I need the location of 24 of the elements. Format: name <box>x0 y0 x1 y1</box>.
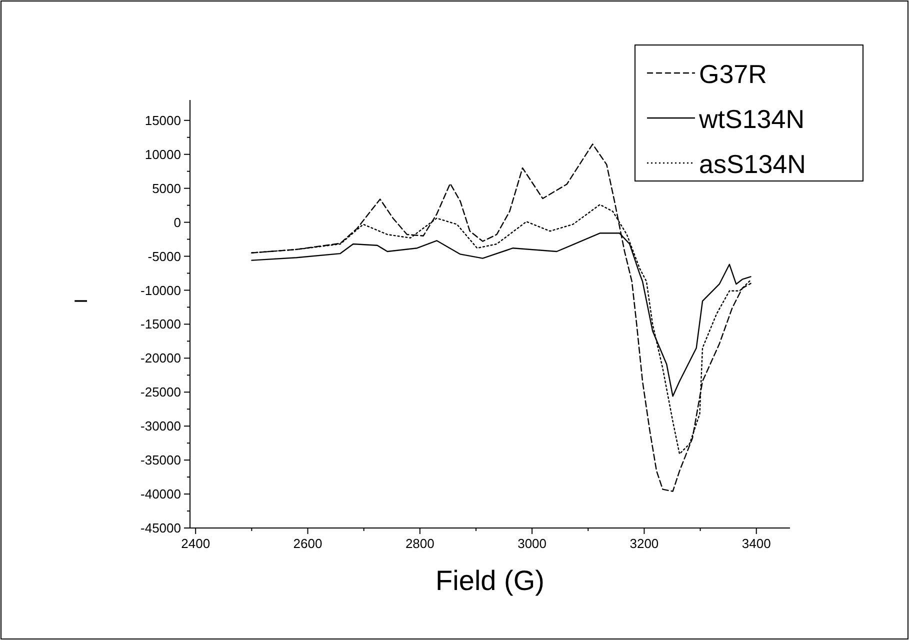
y-tick-label: -45000 <box>140 520 181 536</box>
y-tick-label: -35000 <box>140 452 181 468</box>
y-tick-label: -20000 <box>140 350 181 366</box>
legend-label: G37R <box>699 59 767 89</box>
x-tick-label: 3400 <box>742 536 771 551</box>
y-tick-label: -30000 <box>140 418 181 434</box>
y-tick-label: 10000 <box>144 146 181 162</box>
y-tick-label: -15000 <box>140 316 181 332</box>
y-tick-label: 15000 <box>144 112 181 128</box>
y-tick-label: -5000 <box>148 248 181 264</box>
x-tick-label: 3200 <box>630 536 659 551</box>
y-tick-label: -25000 <box>140 384 181 400</box>
x-tick-label: 3000 <box>518 536 547 551</box>
x-tick-label: 2800 <box>405 536 434 551</box>
x-tick-label: 2400 <box>181 536 210 551</box>
legend-label: asS134N <box>699 149 806 179</box>
y-axis-title: I <box>71 298 91 304</box>
y-tick-label: -40000 <box>140 486 181 502</box>
x-tick-label: 2600 <box>293 536 322 551</box>
x-axis-title: Field (G) <box>436 565 544 596</box>
y-tick-label: 5000 <box>152 180 181 196</box>
legend-label: wtS134N <box>698 104 804 134</box>
y-tick-label: 0 <box>174 214 181 230</box>
y-tick-label: -10000 <box>140 282 181 298</box>
